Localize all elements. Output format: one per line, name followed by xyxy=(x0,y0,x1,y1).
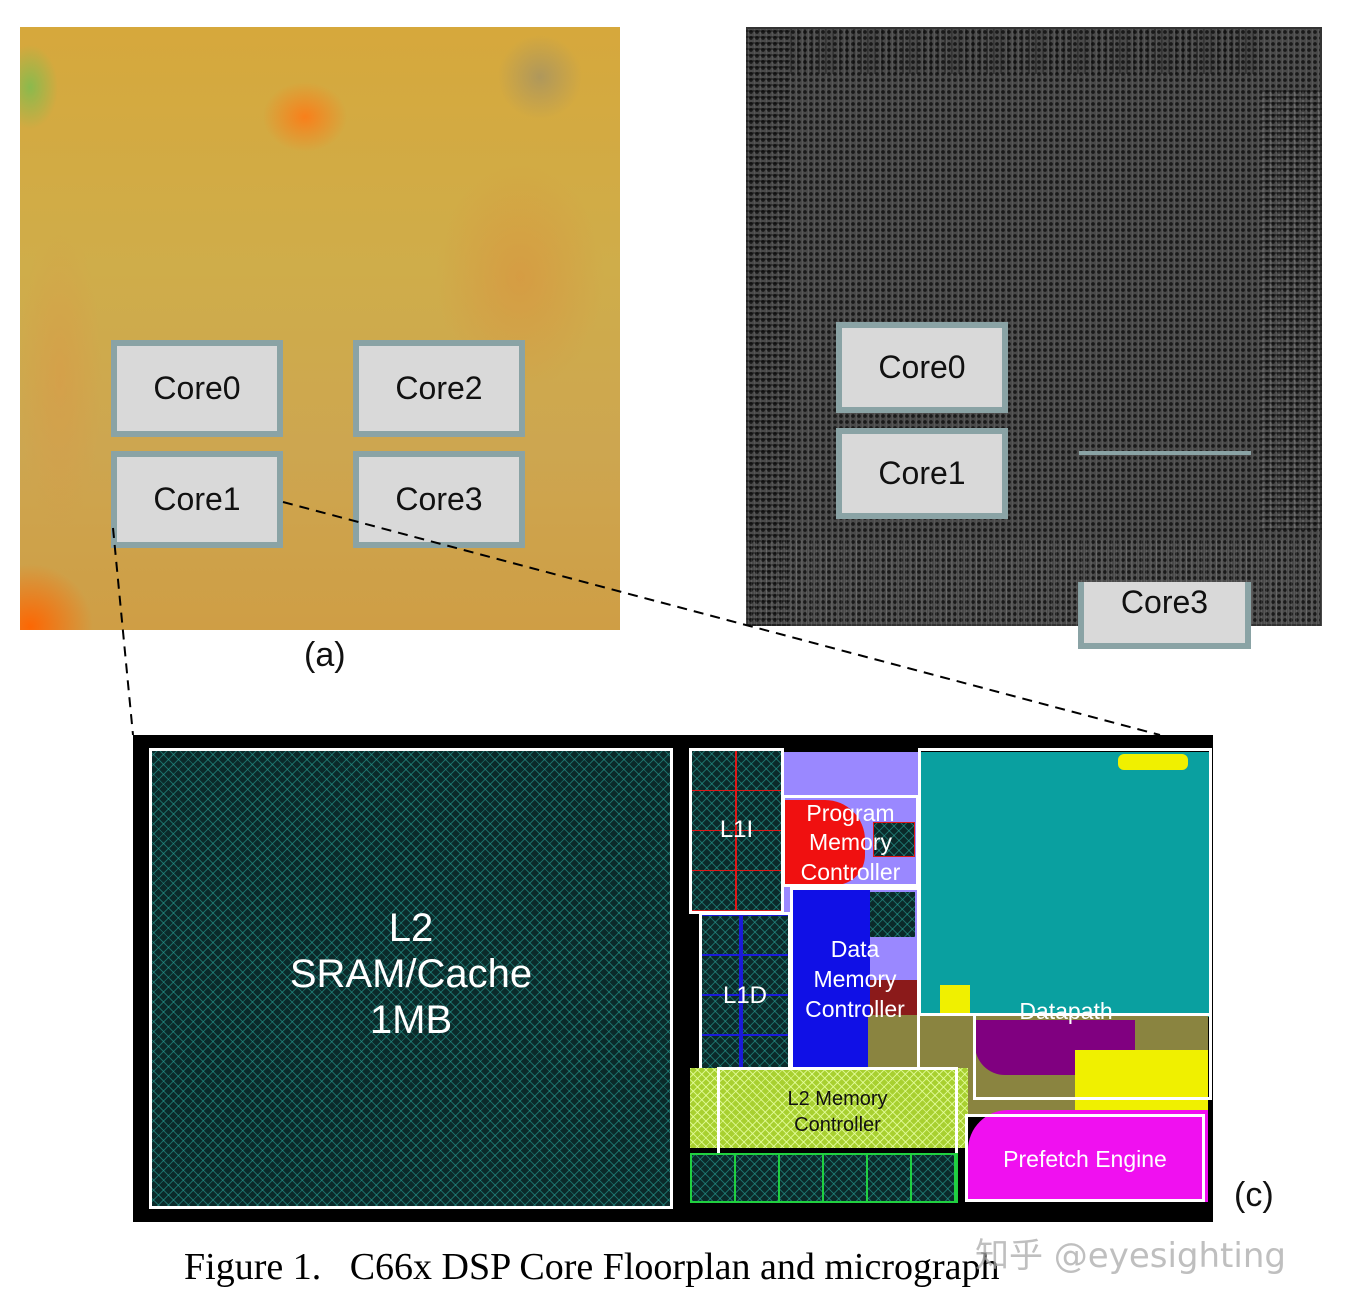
core2-box-a: Core2 xyxy=(353,340,525,437)
micrograph-io-ring-right xyxy=(1262,90,1322,530)
l1d-label: L1D xyxy=(722,982,768,1009)
core1-label: Core1 xyxy=(153,481,241,517)
pmc-line2: Memory xyxy=(808,829,893,856)
dmc-small-macro xyxy=(870,892,915,937)
prefetch-outline xyxy=(965,1114,1205,1202)
pmc-red-logic xyxy=(785,800,865,885)
yellow-logic-mid xyxy=(940,985,970,1015)
datapath-label: Datapath xyxy=(1019,998,1113,1024)
l2-sram-label: L2 SRAM/Cache 1MB xyxy=(150,905,672,1043)
l2-sram-line2: SRAM/Cache xyxy=(289,952,533,996)
dmc-line2: Memory xyxy=(813,965,897,992)
bottom-sram-macros xyxy=(690,1153,958,1203)
l2-sram-line3: 1MB xyxy=(369,998,453,1042)
panel-c-label: (c) xyxy=(1234,1176,1274,1214)
prefetch-magenta-logic xyxy=(968,1110,1208,1202)
l1i-region xyxy=(691,750,782,912)
prefetch-label: Prefetch Engine xyxy=(1003,1146,1167,1172)
pmc-line3: Controller xyxy=(800,858,901,885)
datapath-logic-area xyxy=(920,752,1210,1017)
l1i-label: L1I xyxy=(719,816,754,843)
datapath-lower-outline xyxy=(973,1013,1212,1100)
watermark: 知乎 @eyesighting xyxy=(975,1236,1286,1276)
micrograph-io-ring-left xyxy=(746,27,790,626)
pmc-label: Program Memory Controller xyxy=(782,799,919,887)
l2-sram-region xyxy=(150,749,672,1207)
micrograph-io-ring-top xyxy=(790,29,1260,74)
pmc-line1: Program xyxy=(806,800,895,826)
dmc-label: Data Memory Controller xyxy=(790,935,920,1025)
l2-sram-outline xyxy=(149,748,673,1209)
core3-box-a: Core3 xyxy=(353,451,525,548)
l2mc-line1: L2 Memory xyxy=(787,1088,888,1110)
core1-label: Core1 xyxy=(878,455,966,491)
l1d-region xyxy=(702,914,788,1068)
dmc-line3: Controller xyxy=(805,995,905,1022)
pmc-outline xyxy=(782,795,919,887)
core3-label: Core3 xyxy=(1120,584,1209,620)
yellow-logic-bottom xyxy=(1075,1050,1208,1110)
core0-label: Core0 xyxy=(153,370,241,406)
l2mc-region xyxy=(690,1068,968,1148)
datapath-outline xyxy=(918,748,1212,1016)
dmc-line1: Data xyxy=(830,936,880,962)
yellow-logic-top xyxy=(1118,754,1188,770)
panel-a-label: (a) xyxy=(304,636,346,674)
core3-label: Core3 xyxy=(395,481,483,517)
core0-box-b: Core0 xyxy=(836,322,1008,413)
micrograph-divider-line xyxy=(1079,451,1251,455)
dmc-blue-logic xyxy=(790,888,870,1070)
core0-label: Core0 xyxy=(878,349,966,385)
l2mc-line2: Controller xyxy=(794,1114,881,1136)
core3-box-b: Core3 xyxy=(1078,582,1251,649)
die-photo-panel-a xyxy=(20,27,620,630)
l2mc-label: L2 Memory Controller xyxy=(717,1086,958,1138)
core1-box-a: Core1 xyxy=(111,451,283,548)
pmc-small-macro xyxy=(873,822,915,857)
core2-label: Core2 xyxy=(395,370,483,406)
l2-sram-line1: L2 xyxy=(388,906,434,950)
core0-box-a: Core0 xyxy=(111,340,283,437)
core1-box-b: Core1 xyxy=(836,428,1008,519)
figure-caption: Figure 1. C66x DSP Core Floorplan and mi… xyxy=(184,1246,1000,1288)
micrograph-panel-b xyxy=(746,27,1322,626)
